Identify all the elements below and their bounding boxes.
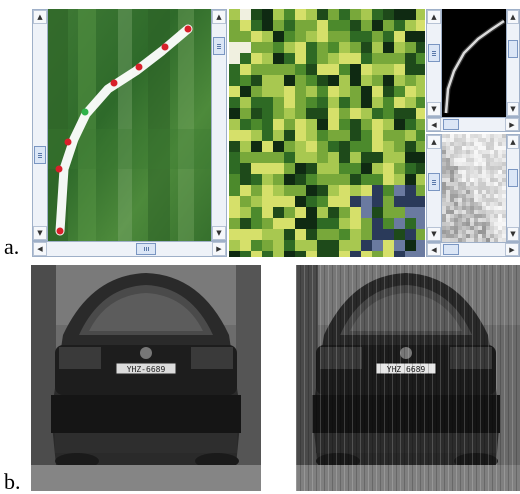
left-horizontal-scrollbar[interactable]: ◀ ▶ [32, 241, 227, 257]
arrow-left-icon[interactable]: ◀ [427, 243, 441, 256]
scroll-thumb[interactable] [428, 44, 440, 62]
scroll-thumb[interactable] [443, 244, 459, 255]
scroll-thumb[interactable] [443, 119, 459, 130]
scroll-thumb[interactable] [136, 243, 156, 255]
arrow-down-icon[interactable]: ▼ [212, 226, 226, 240]
control-points[interactable] [55, 25, 192, 235]
arrow-left-icon[interactable]: ◀ [427, 118, 441, 131]
scroll-thumb[interactable] [508, 169, 518, 187]
arrow-up-icon[interactable]: ▲ [427, 135, 441, 149]
figure-label-b: b. [4, 469, 21, 494]
arrow-up-icon[interactable]: ▲ [507, 10, 519, 24]
arrow-down-icon[interactable]: ▼ [427, 102, 441, 116]
arrow-down-icon[interactable]: ▼ [507, 102, 519, 116]
car-image-processed: YHZ 6689 [296, 265, 520, 491]
figure-label-a: a. [4, 234, 20, 259]
spline-image-panel[interactable] [48, 9, 211, 241]
matrix-thumbnail [442, 134, 506, 242]
right-top-vertical-scrollbar-left[interactable]: ▲ ▼ [426, 9, 442, 117]
scroll-thumb[interactable] [428, 173, 440, 191]
arrow-left-icon[interactable]: ◀ [33, 242, 47, 256]
arrow-up-icon[interactable]: ▲ [507, 135, 519, 149]
right-bottom-vertical-scrollbar-right[interactable]: ▲ ▼ [506, 134, 520, 242]
arrow-right-icon[interactable]: ▶ [505, 243, 519, 256]
arrow-right-icon[interactable]: ▶ [505, 118, 519, 131]
arrow-down-icon[interactable]: ▼ [33, 226, 47, 240]
arrow-up-icon[interactable]: ▲ [33, 10, 47, 24]
plate-text-right: YHZ 6689 [387, 365, 426, 374]
left-vertical-scrollbar[interactable]: ▲ ▼ [32, 9, 48, 241]
arrow-up-icon[interactable]: ▲ [212, 10, 226, 24]
right-top-horizontal-scrollbar[interactable]: ◀ ▶ [426, 117, 520, 132]
arrow-down-icon[interactable]: ▼ [427, 227, 441, 241]
scroll-thumb[interactable] [213, 37, 225, 55]
right-bottom-vertical-scrollbar-left[interactable]: ▲ ▼ [426, 134, 442, 242]
pixelated-zoom-image [229, 9, 425, 257]
zoomed-image-panel [229, 9, 425, 257]
plate-text-left: YHZ-6689 [127, 365, 166, 374]
scroll-thumb[interactable] [34, 146, 46, 164]
car-image-original: YHZ-6689 [31, 265, 261, 491]
vegetation-image [48, 9, 211, 241]
scroll-thumb[interactable] [508, 40, 518, 58]
right-top-vertical-scrollbar-right[interactable]: ▲ ▼ [506, 9, 520, 117]
middle-vertical-scrollbar[interactable]: ▲ ▼ [211, 9, 227, 241]
arrow-up-icon[interactable]: ▲ [427, 10, 441, 24]
curve-thumbnail [442, 9, 506, 117]
arrow-right-icon[interactable]: ▶ [212, 242, 226, 256]
right-bottom-horizontal-scrollbar[interactable]: ◀ ▶ [426, 242, 520, 257]
arrow-down-icon[interactable]: ▼ [507, 227, 519, 241]
